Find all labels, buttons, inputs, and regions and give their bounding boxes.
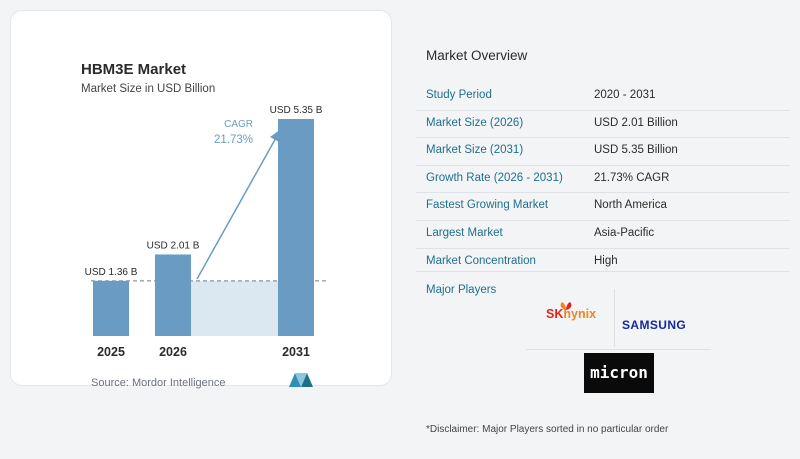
overview-row-label: Market Size (2031) (426, 144, 524, 157)
overview-row-value: Asia-Pacific (594, 226, 655, 239)
overview-row-label: Largest Market (426, 226, 503, 239)
overview-row-label: Market Size (2026) (426, 116, 524, 129)
x-tick-label: 2031 (282, 345, 310, 359)
overview-row: Fastest Growing Market North America (416, 192, 790, 220)
bar-chart: USD 1.36 B 2025 USD 2.01 B 2026 USD 5.35 B 20… (85, 105, 329, 359)
overview-row-label: Study Period (426, 89, 492, 101)
source-text: Source: Mordor Intelligence (91, 377, 226, 389)
players-label: Major Players (426, 284, 497, 296)
cagr-label: CAGR (224, 119, 253, 130)
data-label: USD 5.35 B (270, 105, 323, 116)
overview-row: Market Size (2031) USD 5.35 Billion (416, 137, 790, 165)
chart-title: HBM3E Market (81, 61, 187, 78)
sk-hynix-logo: SKhynix (546, 307, 596, 321)
sk-prefix: SK (546, 307, 564, 321)
market-overview-panel: Market Overview Study Period 2020 - 2031 M… (416, 0, 800, 459)
samsung-logo: SAMSUNG (622, 318, 687, 332)
major-players-row: Major Players (416, 271, 790, 296)
overview-row: Market Concentration High (416, 247, 790, 276)
overview-row-label: Fastest Growing Market (426, 199, 549, 212)
disclaimer-text: *Disclaimer: Major Players sorted in no … (426, 424, 669, 435)
growth-arrow-icon (196, 135, 278, 280)
bar-2031 (278, 119, 314, 336)
cagr-value: 21.73% (214, 134, 253, 146)
overview-row: Market Size (2026) USD 2.01 Billion (416, 109, 790, 138)
data-label: USD 2.01 B (147, 240, 200, 251)
sk-suffix: hynix (563, 307, 597, 321)
growth-arrow-head-icon (270, 129, 281, 142)
logo-divider (614, 289, 615, 347)
overview-row-value: High (594, 254, 618, 267)
overview-row-label: Market Concentration (426, 254, 536, 267)
overview-row-value: North America (594, 199, 667, 212)
growth-area (191, 280, 278, 336)
chart-card: HBM3E Market Market Size in USD Billion … (10, 10, 392, 389)
overview-row: Growth Rate (2026 - 2031) 21.73% CAGR (416, 164, 790, 193)
overview-row-value: 21.73% CAGR (594, 171, 670, 184)
micron-logo: micron (584, 353, 654, 393)
x-tick-label: 2026 (159, 345, 187, 359)
logo-divider (526, 349, 711, 350)
x-tick-label: 2025 (97, 345, 125, 359)
overview-row-label: Growth Rate (2026 - 2031) (426, 171, 563, 184)
mordor-logo-icon (289, 373, 313, 387)
overview-title: Market Overview (426, 48, 528, 63)
overview-table: Study Period 2020 - 2031 Market Size (2026… (416, 83, 790, 275)
bar-2026 (155, 254, 191, 336)
bar-2025 (93, 280, 129, 336)
overview-row-value: USD 5.35 Billion (594, 144, 678, 157)
overview-row-value: USD 2.01 Billion (594, 116, 678, 129)
data-label: USD 1.36 B (85, 267, 138, 278)
overview-row: Study Period 2020 - 2031 (416, 83, 790, 110)
overview-row-value: 2020 - 2031 (594, 89, 656, 101)
chart-subtitle: Market Size in USD Billion (81, 83, 216, 95)
overview-row: Largest Market Asia-Pacific (416, 219, 790, 248)
player-logos: SKhynix SAMSUNG micron (526, 285, 716, 400)
sk-butterfly-icon (560, 302, 572, 310)
